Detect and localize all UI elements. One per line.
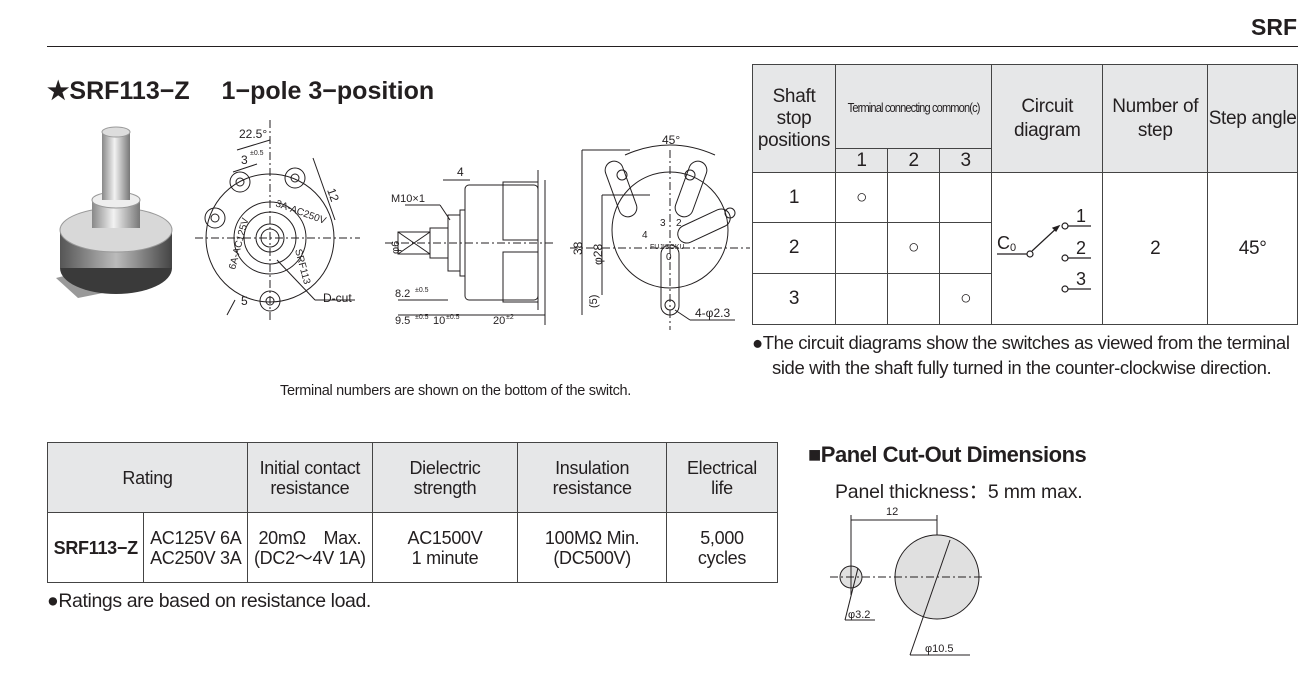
side-dim-9-5-tol: ±0.5	[415, 314, 429, 321]
insulation-cell: 100MΩ Min. (DC500V)	[517, 512, 667, 583]
product-title: ★SRF113−Z 1−pole 3−position	[47, 77, 435, 105]
header-life: Electrical life	[665, 442, 779, 513]
rating-table: Rating Initial contact resistance Dielec…	[46, 442, 779, 583]
side-view-drawing: 4 M10×1 φ6 8.2 ±0.5 9.5 ±0.5 10 ±0.5 20 …	[385, 165, 555, 327]
terminal-0-label: 0	[666, 252, 672, 263]
connection-mark: ○	[887, 222, 941, 274]
number-of-steps: 2	[1102, 172, 1209, 325]
table-row: 2 ○	[752, 222, 1298, 274]
model-cell: SRF113−Z	[46, 512, 145, 583]
svg-text:0: 0	[1010, 242, 1016, 254]
terminal-2-label: 2	[676, 218, 682, 229]
rear-view-drawing: 45° 38 φ28 (5) 4-φ2.3 4 3 2 0 FUJISOKU	[570, 133, 750, 330]
table-row: 1 ○ C 0 1 2 3 2	[752, 172, 1298, 325]
life-cell: 5,000 cycles	[665, 512, 779, 583]
header-circuit: Circuit diagram	[991, 64, 1104, 173]
series-label: SRF	[1251, 14, 1297, 40]
contact-cell: 20mΩ Max. (DC2〜4V 1A)	[247, 512, 373, 583]
rating-cell: AC125V 6A AC250V 3A	[143, 512, 249, 583]
side-dim-8-2-tol: ±0.5	[415, 287, 429, 294]
rating-note: ●Ratings are based on resistance load.	[47, 590, 371, 612]
position-3: 3	[752, 273, 836, 325]
header-contact: Initial contact resistance	[247, 442, 373, 513]
table-row: SRF113−Z AC125V 6A AC250V 3A 20mΩ Max. (DC…	[46, 512, 779, 583]
side-dim-20: 20	[493, 315, 505, 327]
side-dim-10-tol: ±0.5	[446, 314, 460, 321]
circuit-terminal-1: 1	[1076, 206, 1086, 226]
holes-label: 4-φ2.3	[695, 306, 730, 320]
position-1: 1	[752, 172, 836, 223]
connection-mark: ○	[834, 172, 889, 223]
terminal-col-1: 1	[834, 148, 889, 173]
header-dielectric: Dielectric strength	[371, 442, 519, 513]
header-step-angle: Step angle	[1207, 64, 1298, 173]
terminal-caption: Terminal numbers are shown on the bottom…	[280, 383, 632, 399]
panel-heading: ■Panel Cut-Out Dimensions	[808, 442, 1087, 467]
front-view-drawing: 22.5° 3 ±0.5 12 5 D-cut 6A-AC125V 3A-AC2…	[195, 120, 360, 320]
marking-6a: 6A-AC125V	[227, 217, 251, 271]
front-dim-5: 5	[241, 294, 248, 308]
terminal-col-3: 3	[939, 148, 993, 173]
header-rule	[47, 46, 1298, 47]
large-dia-label: φ10.5	[925, 643, 954, 655]
side-dim-8-2: 8.2	[395, 288, 410, 300]
dielectric-cell: AC1500V 1 minute	[371, 512, 519, 583]
circuit-note-line1: ●The circuit diagrams show the switches …	[752, 332, 1290, 353]
front-dim-3: 3	[241, 153, 248, 167]
header-insulation: Insulation resistance	[517, 442, 667, 513]
product-photo	[56, 126, 173, 298]
header-terminal: Terminal connecting common(c)	[834, 64, 993, 149]
marking-model: SRF113	[292, 248, 312, 286]
circuit-terminal-2: 2	[1076, 238, 1086, 258]
rear-dim-38: 38	[571, 241, 585, 255]
panel-thickness: Panel thickness：5 mm max.	[835, 481, 1083, 503]
side-dim-20-tol: ±2	[506, 314, 514, 321]
terminal-3-label: 3	[660, 218, 666, 229]
header-steps: Number of step	[1102, 64, 1209, 173]
rear-angle: 45°	[662, 133, 680, 147]
circuit-note-line2: side with the shaft fully turned in the …	[772, 357, 1272, 378]
spacing-label: 12	[886, 506, 898, 518]
thread-label: M10×1	[391, 193, 425, 205]
step-angle-value: 45°	[1207, 172, 1298, 325]
shaft-dia: φ6	[390, 241, 402, 254]
circuit-diagram: C 0 1 2 3	[991, 172, 1104, 325]
front-dim-12: 12	[324, 186, 342, 204]
panel-cutout-drawing: 12 φ3.2 φ10.5	[830, 506, 985, 656]
header-rating: Rating	[46, 442, 249, 513]
terminal-4-label: 4	[642, 230, 648, 241]
common-label: C	[997, 233, 1010, 253]
rear-dim-5: (5)	[588, 295, 600, 308]
marking-3a: 3A-AC250V	[274, 198, 328, 227]
side-dim-9-5: 9.5	[395, 315, 410, 327]
brand-logo: FUJISOKU	[650, 244, 685, 251]
header-positions: Shaft stop positions	[752, 64, 836, 173]
front-angle: 22.5°	[239, 127, 267, 141]
terminal-col-2: 2	[887, 148, 941, 173]
circuit-terminal-3: 3	[1076, 269, 1086, 289]
front-dim-3-tol: ±0.5	[250, 150, 264, 157]
dcut-label: D-cut	[323, 291, 352, 305]
connection-mark: ○	[939, 273, 993, 325]
side-dim-4: 4	[457, 165, 464, 179]
side-dim-10: 10	[433, 315, 445, 327]
table-row: 3 ○	[752, 273, 1298, 325]
small-dia-label: φ3.2	[848, 609, 870, 621]
position-2: 2	[752, 222, 836, 274]
position-spec-table: Shaft stop positions Terminal connecting…	[752, 64, 1298, 325]
rear-dim-28: φ28	[591, 244, 605, 265]
